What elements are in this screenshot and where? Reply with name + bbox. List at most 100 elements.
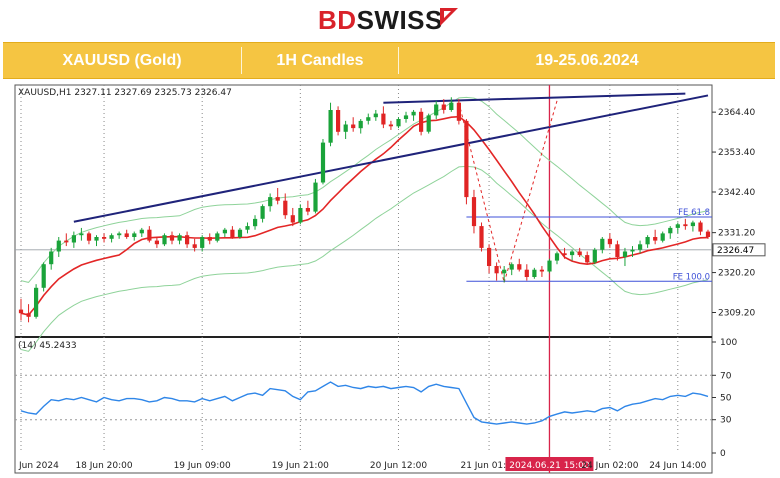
candle-body [660,233,665,241]
candle-body [230,229,235,237]
time-label: 18 Jun 20:00 [75,461,132,471]
moving-average-line [20,115,709,316]
candle-body [388,124,393,127]
candle-body [290,215,295,223]
candle-body [275,197,280,201]
price-tick-label: 2353.40 [718,148,755,158]
oscillator-tick-label: 0 [720,449,726,459]
oscillator-line [20,381,709,425]
candle-body [539,269,544,272]
info-line: XAUUSD,H1 2327.11 2327.69 2325.73 2326.4… [18,88,232,98]
candle-body [592,249,597,263]
candle-body [381,113,386,125]
candle-body [253,218,258,227]
header-divider [241,47,242,74]
time-label: 2024.06.21 15:00 [509,461,590,471]
price-tick-label: 2320.20 [718,269,755,279]
candle-body [109,235,114,239]
candle-body [494,266,499,274]
candle-body [18,309,24,314]
oscillator-panel [20,381,709,425]
brand-logo: BDSWISS [318,5,443,35]
candle-body [449,102,454,110]
candle-body [577,251,582,256]
candle-body [487,247,492,266]
candle-body [56,240,61,252]
candle-body [283,200,288,216]
candle-body [215,233,220,241]
candle-body [343,124,348,132]
chart-frame [14,84,713,474]
candle-body [373,113,378,118]
candle-body [328,110,333,143]
candle-body [607,238,612,245]
candle-body [260,206,265,219]
candle-body [162,235,167,245]
oscillator-tick-label: 100 [720,338,737,348]
candle-body [471,197,477,227]
candle-body [64,240,69,243]
candle-body [139,229,144,234]
candle-body [675,224,680,228]
grid-layer [15,85,712,473]
candle-body [147,229,152,241]
candle-body [169,235,175,241]
price-tick-label: 2364.40 [718,108,755,118]
candle-body [456,102,461,121]
candle-body [524,269,529,277]
event-marker-badge [505,457,594,471]
candle-body [645,237,650,245]
candle-body [653,237,658,241]
brand-flag-icon [440,8,458,26]
projection-up [503,100,558,283]
header-symbol: XAUUSD (Gold) [62,52,182,69]
candle-body [441,104,446,110]
fibonacci-expansion: FE 61.8 FE 100.0 [466,208,712,282]
candle-body [26,313,31,317]
fib-level-label: FE 100.0 [673,272,710,282]
header-period: 19-25.06.2024 [535,52,639,69]
header-timeframe: 1H Candles [276,52,364,69]
candle-body [177,235,182,241]
candle-body [532,269,537,277]
current-price-label: 2326.47 [717,246,754,256]
lower-trendline [73,94,709,223]
candle-body [86,233,92,241]
time-label: 24 Jun 02:00 [581,461,638,471]
candle-body [305,208,310,212]
upper-trendline [383,92,686,104]
price-tick-label: 2342.40 [718,188,755,198]
candle-body [245,226,250,230]
candle-body [434,104,439,116]
candle-body [562,253,567,256]
candle-body [313,182,318,212]
time-label: Jun 2024 [18,461,59,471]
candle-body [34,287,39,317]
time-label: 19 Jun 09:00 [174,461,231,471]
candle-body [336,110,341,132]
time-label: 19 Jun 21:00 [272,461,329,471]
time-label: 20 Jun 12:00 [370,461,427,471]
candle-body [547,260,552,272]
candle-body [464,120,469,198]
price-tick-label: 2331.20 [718,229,755,239]
candle-body [570,251,575,256]
candle-body [479,226,484,248]
candles [18,97,711,323]
candle-body [509,264,514,270]
fib-level-label: FE 61.8 [678,208,710,218]
candle-body [192,244,197,248]
candle-body [320,142,326,183]
candle-body [185,235,190,245]
candle-body [683,224,688,227]
envelope-bands [20,96,709,352]
candle-body [585,255,590,263]
candle-body [396,119,401,127]
candle-body [502,269,507,274]
candle-body [132,233,137,237]
candle-body [71,235,76,243]
oscillator-label: (14) 45.2433 [18,341,77,351]
price-tick-label: 2309.20 [718,308,755,318]
candle-body [298,208,303,223]
candle-body [638,244,643,250]
